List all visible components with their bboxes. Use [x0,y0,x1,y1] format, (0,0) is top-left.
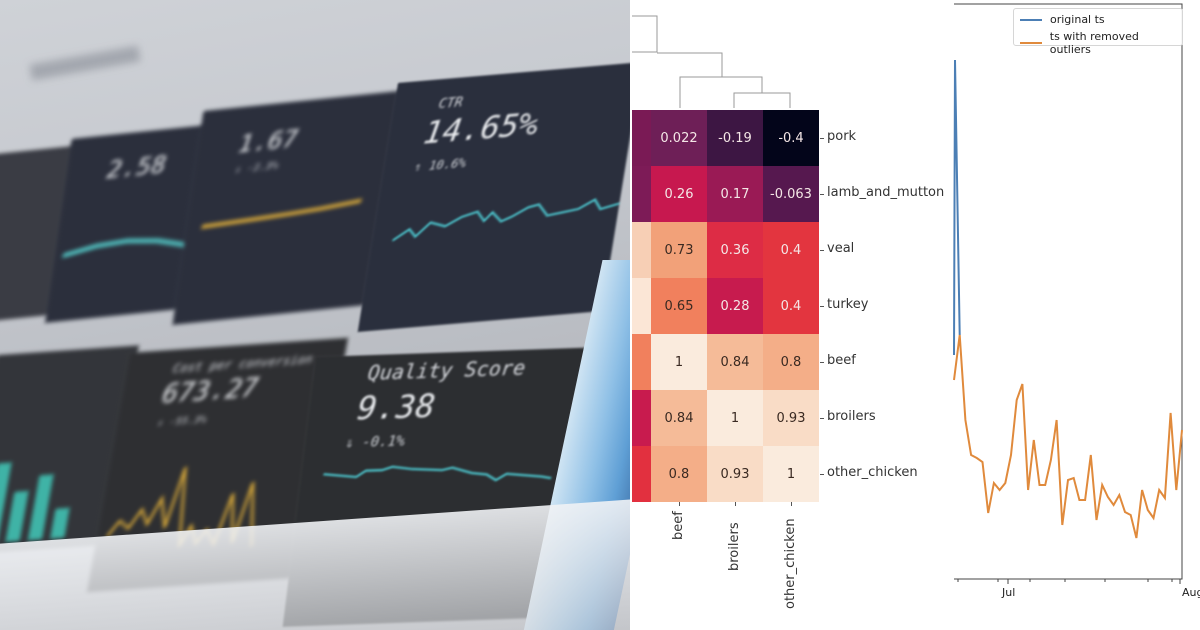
row-tick [820,362,824,363]
sparkline [323,465,552,482]
blurred-dashboard-header [29,45,141,81]
dashboard-photo: 2.58 1.67 ⇓ -2.3% CTR 14.65% ⇑ 10.6% Cos… [0,0,630,630]
kpi-tile-ctr: CTR 14.65% ⇑ 10.6% [357,62,630,332]
heatmap-cell: 0.93 [763,390,819,446]
heatmap-cell: -0.063 [763,166,819,222]
heatmap-cell: 1 [707,390,763,446]
heatmap-cell: 0.28 [707,278,763,334]
sparkline [392,198,620,242]
col-tick [791,502,792,506]
legend-entry-original: original ts [1020,13,1105,26]
sparkline [201,198,362,229]
row-label: beef [827,353,856,368]
heatmap-cell-partial [632,334,651,390]
row-tick [820,250,824,251]
legend-label: ts with removed outliers [1049,30,1139,56]
x-tick-label-aug: Aug [1182,586,1200,599]
col-tick [735,502,736,506]
kpi-tile-bars [0,345,139,555]
heatmap-cell: 0.84 [707,334,763,390]
column-label: beef [671,511,686,541]
legend-swatch-blue [1020,18,1042,21]
heatmap-cell: 0.022 [651,110,707,166]
heatmap-cell: -0.4 [763,110,819,166]
heatmap-cell: -0.19 [707,110,763,166]
heatmap-cell: 0.8 [763,334,819,390]
series-original-ts [953,59,961,356]
heatmap-cell-partial [632,278,651,334]
heatmap-cell: 0.36 [707,222,763,278]
kpi-tile-cpc: 1.67 ⇓ -2.3% [172,90,408,325]
row-tick [820,418,824,419]
row-tick [820,306,824,307]
correlation-heatmap: 0.022 -0.19 -0.4 0.26 0.17 -0.063 0.73 0.36 0.4 0… [632,0,950,630]
legend-label: original ts [1050,13,1105,26]
heatmap-cell: 0.4 [763,278,819,334]
heatmap-cell: 0.8 [651,446,707,502]
bar-sparkline [0,462,70,544]
kpi-tile-quality-score: Quality Score 9.38 ⇓ -0.1% [282,347,600,627]
heatmap-cell-partial [632,110,651,166]
row-label: broilers [827,409,876,424]
heatmap-cell-partial [632,446,651,502]
legend-swatch-orange [1020,42,1042,44]
col-tick [679,502,680,506]
heatmap-cell: 0.17 [707,166,763,222]
heatmap-cell: 0.84 [651,390,707,446]
heatmap-cell: 1 [763,446,819,502]
heatmap-cell-partial [632,222,651,278]
row-label: other_chicken [827,465,918,480]
series-removed-outliers [953,334,1183,539]
row-label: turkey [827,297,869,312]
heatmap-cell-partial [632,390,651,446]
row-label: pork [827,129,857,144]
row-tick [820,138,824,139]
row-label: lamb_and_mutton [827,185,945,200]
column-label: broilers [727,522,742,571]
row-tick [820,474,824,475]
row-tick [820,194,824,195]
x-tick-label-jul: Jul [1002,586,1016,599]
column-label: other_chicken [783,518,798,609]
heatmap-cell: 0.93 [707,446,763,502]
heatmap-cell: 0.65 [651,278,707,334]
heatmap-cell: 1 [651,334,707,390]
plot-area [953,3,1183,584]
heatmap-cell: 0.26 [651,166,707,222]
heatmap-cell: 0.73 [651,222,707,278]
legend-entry-cleaned: ts with removed outliers [1020,30,1182,56]
column-dendrogram [632,15,791,108]
outlier-timeseries-chart: original ts ts with removed outliers Jul… [950,0,1200,630]
chart-legend: original ts ts with removed outliers [1013,8,1183,56]
row-label: veal [827,241,855,256]
heatmap-cell-partial [632,166,651,222]
heatmap-cell: 0.4 [763,222,819,278]
